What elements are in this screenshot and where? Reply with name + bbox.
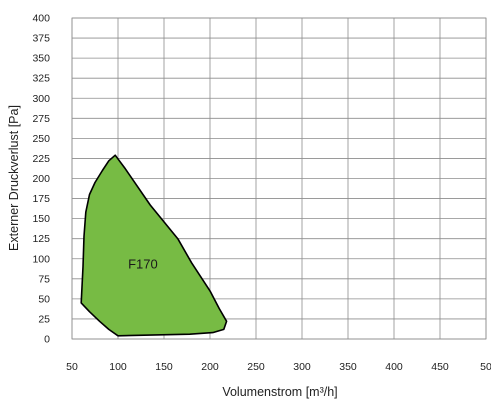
y-tick-label: 275 xyxy=(32,113,50,125)
x-tick-label: 350 xyxy=(339,361,357,373)
y-tick-label: 350 xyxy=(32,53,50,65)
y-tick-label: 225 xyxy=(32,153,50,165)
y-tick-label: 125 xyxy=(32,233,50,245)
y-tick-label: 175 xyxy=(32,193,50,205)
x-tick-label: 200 xyxy=(201,361,219,373)
annotations: F170 xyxy=(128,256,158,271)
y-tick-label: 250 xyxy=(32,133,50,145)
y-tick-label: 375 xyxy=(32,33,50,45)
y-tick-label: 300 xyxy=(32,93,50,105)
y-tick-label: 325 xyxy=(32,73,50,85)
y-tick-label: 50 xyxy=(38,293,50,305)
y-axis-ticks: 0 25 50 75 100 125 150 175 200 225 250 275 300 325 350… xyxy=(32,13,50,346)
series-area-f170 xyxy=(80,154,228,337)
x-tick-label: 450 xyxy=(431,361,449,373)
y-tick-label: 200 xyxy=(32,173,50,185)
x-tick-label: 50 xyxy=(480,361,491,373)
plot-border xyxy=(71,17,487,340)
y-tick-label: 25 xyxy=(38,313,50,325)
y-tick-label: 0 xyxy=(44,334,50,346)
plot-frame xyxy=(71,17,487,340)
x-axis-ticks: 50 100 150 200 250 300 350 400 450 50 xyxy=(66,361,491,373)
y-tick-label: 75 xyxy=(38,273,50,285)
area-label: F170 xyxy=(128,256,158,271)
y-tick-label: 150 xyxy=(32,213,50,225)
y-tick-label: 100 xyxy=(32,253,50,265)
x-tick-label: 400 xyxy=(385,361,403,373)
x-tick-label: 150 xyxy=(155,361,173,373)
y-tick-label: 400 xyxy=(32,13,50,25)
x-tick-label: 250 xyxy=(247,361,265,373)
x-tick-label: 100 xyxy=(109,361,127,373)
series-layer xyxy=(80,154,228,337)
y-axis-title: Externer Druckverlust [Pa] xyxy=(7,105,21,251)
x-tick-label: 300 xyxy=(293,361,311,373)
x-tick-label: 50 xyxy=(66,361,78,373)
x-axis-title: Volumenstrom [m³/h] xyxy=(222,385,337,399)
